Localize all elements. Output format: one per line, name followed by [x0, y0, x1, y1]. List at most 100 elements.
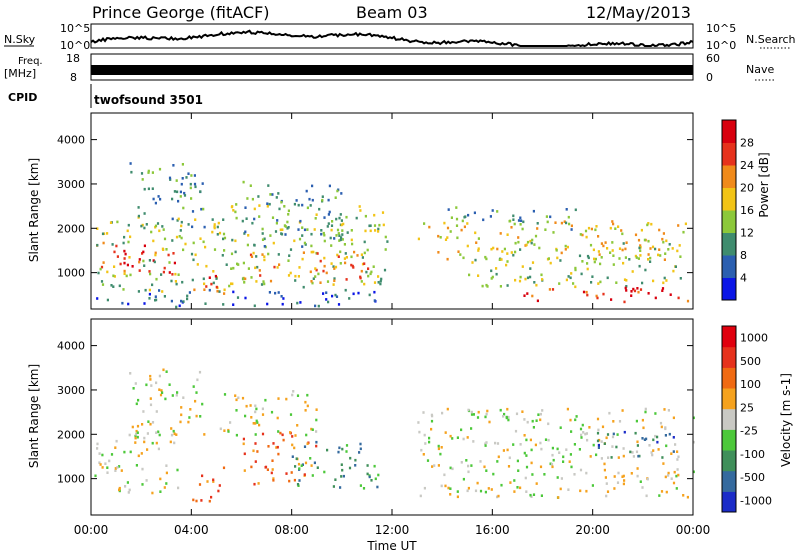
echo-cell	[373, 213, 376, 217]
echo-cell	[640, 228, 643, 232]
echo-cell	[672, 436, 675, 439]
echo-cell	[221, 254, 224, 257]
echo-cell	[586, 254, 590, 258]
echo-cell	[472, 440, 475, 443]
echo-cell	[566, 407, 569, 411]
echo-cell	[598, 253, 601, 256]
echo-cell	[667, 474, 670, 477]
echo-cell	[159, 490, 162, 493]
echo-cell	[129, 235, 132, 239]
echo-cell	[278, 207, 281, 211]
echo-cell	[100, 265, 104, 269]
echo-cell	[529, 267, 532, 270]
echo-cell	[539, 418, 542, 422]
echo-cell	[182, 300, 185, 303]
echo-cell	[477, 410, 480, 414]
echo-cell	[297, 484, 300, 487]
echo-cell	[663, 258, 666, 261]
nsky-trace	[90, 29, 694, 48]
echo-cell	[168, 271, 171, 274]
echo-cell	[275, 196, 278, 199]
echo-cell	[151, 441, 154, 445]
echo-cell	[293, 446, 296, 450]
beam-label: Beam 03	[356, 3, 428, 22]
echo-cell	[679, 277, 682, 280]
echo-cell	[505, 416, 508, 420]
echo-cell	[477, 274, 480, 277]
echo-cell	[668, 243, 671, 246]
echo-cell	[513, 222, 516, 226]
echo-cell	[217, 489, 220, 493]
echo-cell	[354, 464, 357, 467]
echo-cell	[525, 243, 528, 247]
echo-cell	[623, 300, 626, 304]
echo-cell	[228, 284, 231, 288]
echo-cell	[477, 247, 480, 250]
echo-cell	[198, 483, 202, 486]
echo-cell	[496, 460, 499, 463]
echo-cell	[137, 290, 140, 293]
cpid-panel: CPID twofsound 3501	[8, 84, 203, 108]
echo-cell	[552, 458, 555, 462]
echo-cell	[247, 267, 250, 270]
echo-cell	[261, 227, 264, 231]
echo-cell	[194, 253, 197, 257]
echo-cell	[565, 448, 568, 451]
echo-cell	[244, 414, 247, 418]
colorbar-tick-label: -25	[740, 425, 758, 438]
echo-cell	[142, 259, 145, 263]
echo-cell	[202, 240, 205, 244]
colorbar-tick-label: 25	[740, 401, 754, 414]
echo-cell	[230, 267, 233, 270]
echo-cell	[130, 170, 133, 174]
echo-cell	[660, 425, 663, 429]
echo-cell	[350, 263, 353, 267]
echo-cell	[523, 294, 526, 297]
echo-cell	[135, 432, 138, 436]
echo-cell	[546, 220, 549, 224]
echo-cell	[584, 432, 587, 436]
echo-cell	[198, 370, 202, 374]
echo-cell	[223, 236, 227, 240]
echo-cell	[554, 221, 557, 224]
echo-cell	[165, 370, 168, 373]
echo-cell	[522, 220, 525, 224]
echo-cell	[158, 289, 161, 292]
echo-cell	[580, 436, 583, 439]
echo-cell	[214, 274, 217, 278]
echo-cell	[137, 214, 140, 218]
echo-cell	[282, 438, 285, 442]
echo-cell	[368, 474, 371, 477]
echo-cell	[242, 277, 245, 281]
echo-cell	[637, 257, 640, 260]
echo-cell	[422, 411, 425, 414]
echo-cell	[531, 261, 535, 264]
echo-cell	[559, 426, 562, 429]
echo-cell	[278, 263, 281, 266]
echo-cell	[649, 247, 652, 250]
echo-cell	[659, 421, 663, 425]
echo-cell	[667, 409, 670, 412]
echo-cell	[569, 418, 572, 422]
echo-cell	[484, 444, 487, 447]
echo-cell	[341, 468, 344, 472]
colorbar-tick-label: 8	[740, 249, 747, 262]
echo-cell	[514, 278, 517, 282]
echo-cell	[134, 382, 137, 385]
echo-cell	[154, 251, 157, 255]
echo-cell	[440, 484, 443, 488]
echo-cell	[203, 225, 206, 229]
echo-cell	[303, 445, 307, 448]
echo-cell	[235, 409, 238, 412]
echo-cell	[98, 461, 101, 464]
echo-cell	[621, 232, 624, 236]
echo-cell	[641, 486, 644, 489]
echo-cell	[276, 416, 279, 420]
echo-cell	[178, 235, 181, 238]
echo-cell	[154, 295, 157, 298]
echo-cell	[254, 410, 257, 414]
echo-cell	[180, 236, 183, 240]
echo-cell	[161, 290, 164, 293]
echo-cell	[299, 301, 302, 304]
echo-cell	[612, 432, 615, 436]
